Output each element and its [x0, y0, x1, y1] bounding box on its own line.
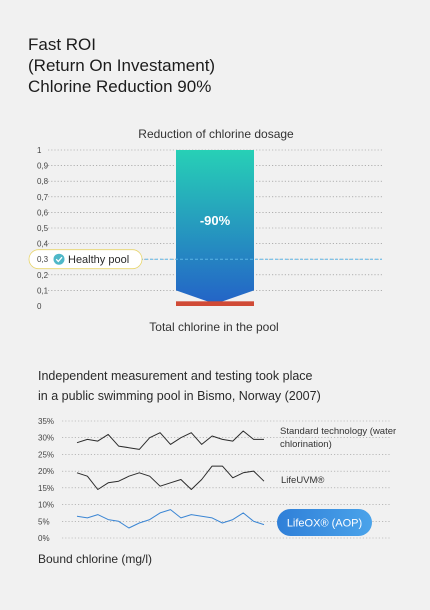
chart2-y-ticks: 0% 5% 10% 15% 20% 25% 30% 35% [38, 417, 54, 543]
chart1-y-tick: 0,1 [37, 286, 49, 295]
chart2-y-tick: 0% [38, 534, 50, 543]
chart2-series-lines [76, 430, 265, 529]
chart1-y-tick: 0 [37, 302, 42, 311]
chart1-y-tick: 1 [37, 146, 42, 155]
title-line-1: Fast ROI [28, 35, 97, 54]
chart2-y-tick: 20% [38, 467, 54, 476]
measurement-line-1: Independent measurement and testing took… [38, 369, 313, 383]
chart2-legend: Standard technology (water chlorination)… [277, 426, 396, 536]
healthy-pool-reference: 0,3 Healthy pool [28, 249, 382, 270]
chart2-xlabel: Bound chlorine (mg/l) [38, 552, 153, 566]
chart1-y-tick: 0,7 [37, 193, 49, 202]
legend-standard-line-1: Standard technology (water [280, 426, 396, 437]
chart2-y-tick: 25% [38, 450, 54, 459]
chart2-y-tick: 10% [38, 501, 54, 510]
measurement-line-2: in a public swimming pool in Bismo, Norw… [38, 389, 321, 403]
bound-chlorine-chart: 0% 5% 10% 15% 20% 25% 30% 35% Standard technolo… [38, 417, 396, 543]
chart2-y-tick: 35% [38, 417, 54, 426]
chart1-y-tick: 0,8 [37, 177, 49, 186]
legend-lifeox: LifeOX® (AOP) [287, 518, 362, 530]
series-line-2 [76, 509, 265, 529]
chart1-y-tick: 0,5 [37, 224, 49, 233]
series-line-1 [76, 465, 265, 490]
title-line-3: Chlorine Reduction 90% [28, 77, 212, 96]
chart1-y-tick: 0,9 [37, 162, 49, 171]
chart2-y-tick: 30% [38, 434, 54, 443]
chlorine-dosage-chart: Reduction of chlorine dosage 00,10,20,40… [28, 127, 382, 334]
chlorine-bar [176, 150, 254, 304]
header: Fast ROI (Return On Investament) Chlorin… [28, 34, 215, 97]
legend-lifeox-badge [277, 509, 372, 536]
chart2-y-tick: 15% [38, 484, 54, 493]
check-mark [55, 256, 63, 263]
check-icon [53, 253, 65, 265]
series-line-0 [76, 430, 264, 450]
legend-lifeuvm: LifeUVM® [281, 475, 324, 486]
reduced-chlorine-bar [176, 301, 254, 306]
healthy-pool-label: Healthy pool [68, 254, 129, 266]
chart2-y-tick: 5% [38, 517, 50, 526]
chart1-y-ticks: 0 0,1 0,2 0,4 0,5 0,6 0,7 0,8 0,9 1 [37, 146, 49, 311]
legend-standard-line-2: chlorination) [280, 439, 332, 450]
chart1-title: Reduction of chlorine dosage [138, 127, 294, 141]
chart1-y-tick: 0,6 [37, 208, 49, 217]
measurement-heading: Independent measurement and testing took… [38, 366, 321, 406]
chart1-xlabel: Total chlorine in the pool [149, 320, 278, 334]
bar-label: -90% [200, 213, 231, 228]
title-line-2: (Return On Investament) [28, 56, 216, 75]
chart1-y-tick: 0,3 [37, 255, 49, 264]
chart1-y-tick: 0,4 [37, 240, 49, 249]
chart1-y-tick: 0,2 [37, 271, 49, 280]
chart1-bars: -90% [176, 150, 254, 306]
